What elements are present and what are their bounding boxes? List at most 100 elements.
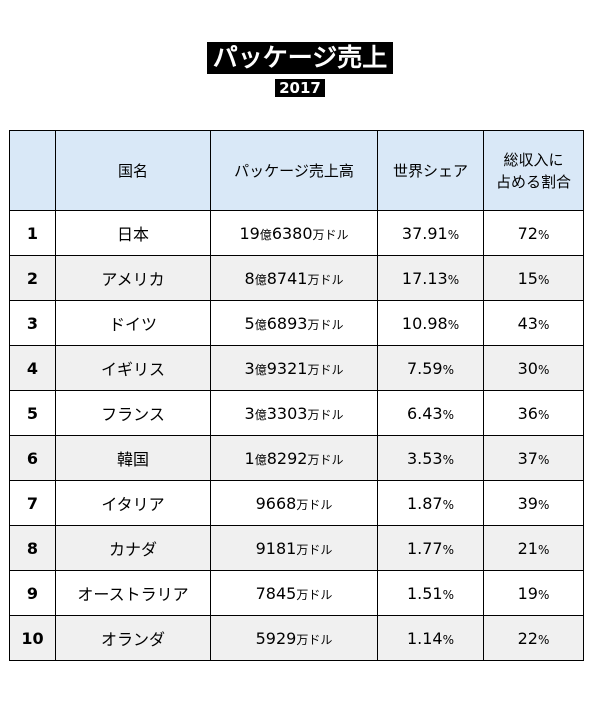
country-cell: カナダ <box>55 525 211 571</box>
world-share-unit: % <box>447 317 460 332</box>
sales-man-value: 9181 <box>255 538 297 558</box>
world-share-value: 1.77 <box>406 538 443 558</box>
subtitle-block: 2017 <box>0 78 600 97</box>
country-cell: ドイツ <box>55 300 211 346</box>
country-cell: アメリカ <box>55 255 211 301</box>
sales-man-value: 7845 <box>255 583 297 603</box>
sales-oku-value: 3 <box>244 403 255 423</box>
revenue-share-unit: % <box>537 632 550 647</box>
revenue-share-value: 22 <box>517 628 538 648</box>
revenue-share-cell: 39% <box>483 480 584 526</box>
sales-oku-value: 3 <box>244 358 255 378</box>
sales-cell: 7845万ドル <box>210 570 378 616</box>
sales-man-unit: 万ドル <box>307 272 344 287</box>
sales-man-value: 3303 <box>266 403 308 423</box>
rank-cell: 8 <box>9 525 56 571</box>
revenue-share-unit: % <box>537 272 550 287</box>
revenue-share-cell: 72% <box>483 210 584 256</box>
header-world-share: 世界シェア <box>377 130 484 211</box>
sales-oku-unit: 億 <box>254 317 267 332</box>
sales-man-unit: 万ドル <box>312 227 349 242</box>
sales-man-unit: 万ドル <box>296 497 333 512</box>
revenue-share-value: 21 <box>517 538 538 558</box>
world-share-value: 37.91 <box>401 223 448 243</box>
world-share-value: 10.98 <box>401 313 448 333</box>
world-share-unit: % <box>442 452 455 467</box>
revenue-share-cell: 19% <box>483 570 584 616</box>
sales-oku-unit: 億 <box>254 407 267 422</box>
country-cell: オランダ <box>55 615 211 661</box>
header-rank <box>9 130 56 211</box>
rank-cell: 6 <box>9 435 56 481</box>
sales-man-value: 8741 <box>266 268 308 288</box>
sales-cell: 8億8741万ドル <box>210 255 378 301</box>
sales-oku-unit: 億 <box>254 272 267 287</box>
rank-cell: 10 <box>9 615 56 661</box>
sales-cell: 3億3303万ドル <box>210 390 378 436</box>
revenue-share-unit: % <box>537 497 550 512</box>
table-row: 4 イギリス 3億9321万ドル 7.59% 30% <box>9 345 584 391</box>
rank-cell: 5 <box>9 390 56 436</box>
sales-oku-unit: 億 <box>254 452 267 467</box>
table-row: 9 オーストラリア 7845万ドル 1.51% 19% <box>9 570 584 616</box>
sales-cell: 5929万ドル <box>210 615 378 661</box>
revenue-share-value: 15 <box>517 268 538 288</box>
country-cell: イギリス <box>55 345 211 391</box>
world-share-unit: % <box>442 362 455 377</box>
sales-man-value: 6893 <box>266 313 308 333</box>
rank-cell: 1 <box>9 210 56 256</box>
sales-man-value: 8292 <box>266 448 308 468</box>
sales-cell: 1億8292万ドル <box>210 435 378 481</box>
header-share-line-2: 占める割合 <box>495 172 571 191</box>
world-share-value: 1.14 <box>406 628 443 648</box>
sales-man-unit: 万ドル <box>307 452 344 467</box>
revenue-share-cell: 22% <box>483 615 584 661</box>
world-share-value: 6.43 <box>406 403 443 423</box>
sales-cell: 3億9321万ドル <box>210 345 378 391</box>
header-package-sales: パッケージ売上高 <box>210 130 378 211</box>
header-country: 国名 <box>55 130 211 211</box>
revenue-share-value: 36 <box>517 403 538 423</box>
world-share-cell: 1.77% <box>377 525 484 571</box>
rank-cell: 9 <box>9 570 56 616</box>
table-header-row: 国名 パッケージ売上高 世界シェア 総収入に 占める割合 <box>9 130 584 211</box>
revenue-share-unit: % <box>537 452 550 467</box>
country-cell: フランス <box>55 390 211 436</box>
sales-man-value: 9321 <box>266 358 308 378</box>
sales-man-value: 5929 <box>255 628 297 648</box>
revenue-share-cell: 37% <box>483 435 584 481</box>
world-share-unit: % <box>447 227 460 242</box>
revenue-share-unit: % <box>537 227 550 242</box>
sales-oku-value: 8 <box>244 268 255 288</box>
revenue-share-value: 37 <box>517 448 538 468</box>
sales-man-unit: 万ドル <box>307 317 344 332</box>
revenue-share-cell: 15% <box>483 255 584 301</box>
table-row: 1 日本 19億6380万ドル 37.91% 72% <box>9 210 584 256</box>
revenue-share-unit: % <box>537 362 550 377</box>
world-share-value: 1.87 <box>406 493 443 513</box>
world-share-cell: 10.98% <box>377 300 484 346</box>
world-share-cell: 37.91% <box>377 210 484 256</box>
ranking-table: 国名 パッケージ売上高 世界シェア 総収入に 占める割合 1 日本 19億6380万… <box>9 130 584 661</box>
world-share-cell: 1.87% <box>377 480 484 526</box>
world-share-unit: % <box>442 497 455 512</box>
sales-man-unit: 万ドル <box>307 407 344 422</box>
world-share-unit: % <box>442 587 455 602</box>
world-share-unit: % <box>442 542 455 557</box>
rank-cell: 2 <box>9 255 56 301</box>
header-share-of-revenue: 総収入に 占める割合 <box>483 130 584 211</box>
rank-cell: 7 <box>9 480 56 526</box>
world-share-cell: 6.43% <box>377 390 484 436</box>
world-share-cell: 3.53% <box>377 435 484 481</box>
revenue-share-unit: % <box>537 587 550 602</box>
table-row: 5 フランス 3億3303万ドル 6.43% 36% <box>9 390 584 436</box>
country-cell: オーストラリア <box>55 570 211 616</box>
sales-oku-unit: 億 <box>259 227 272 242</box>
rank-cell: 4 <box>9 345 56 391</box>
header-share-line-1: 総収入に <box>503 150 564 169</box>
sales-cell: 19億6380万ドル <box>210 210 378 256</box>
revenue-share-cell: 30% <box>483 345 584 391</box>
sales-oku-value: 1 <box>244 448 255 468</box>
revenue-share-unit: % <box>537 317 550 332</box>
country-cell: イタリア <box>55 480 211 526</box>
